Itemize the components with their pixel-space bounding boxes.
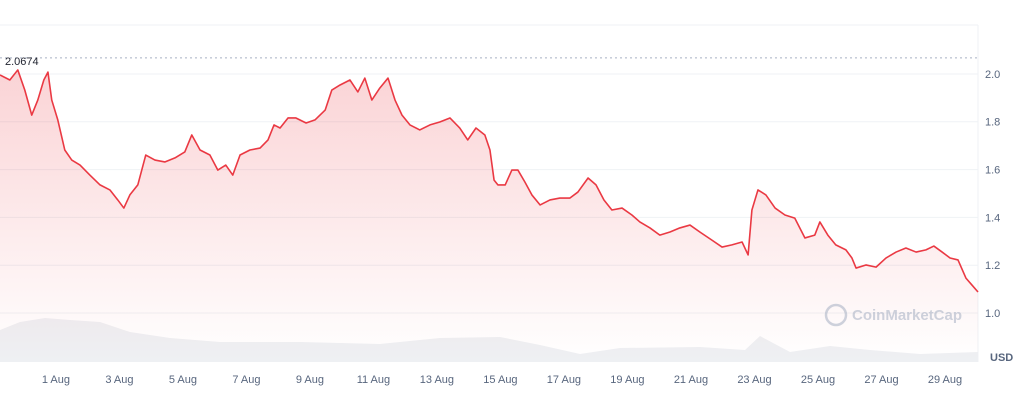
- watermark-logo: [824, 303, 848, 327]
- x-tick-label: 19 Aug: [610, 374, 644, 386]
- x-tick-label: 11 Aug: [357, 374, 390, 386]
- y-tick-label: 2.0: [985, 69, 1000, 81]
- y-tick-label: 1.4: [985, 212, 1000, 224]
- price-area: [0, 69, 978, 361]
- y-tick-label: 1.6: [985, 165, 1000, 177]
- x-tick-label: 3 Aug: [105, 374, 133, 386]
- y-tick-label: 1.8: [985, 117, 1000, 129]
- x-tick-label: 21 Aug: [674, 374, 708, 386]
- x-tick-label: 27 Aug: [864, 374, 898, 386]
- x-tick-label: 29 Aug: [928, 374, 962, 386]
- x-tick-label: 17 Aug: [547, 374, 581, 386]
- x-tick-label: 15 Aug: [483, 374, 517, 386]
- x-tick-label: 23 Aug: [737, 374, 771, 386]
- x-tick-label: 1 Aug: [42, 374, 70, 386]
- x-tick-label: 7 Aug: [232, 374, 260, 386]
- watermark-text: CoinMarketCap: [852, 307, 962, 324]
- x-tick-label: 9 Aug: [296, 374, 324, 386]
- price-line: [0, 69, 979, 293]
- y-tick-label: 1.0: [985, 308, 1000, 320]
- watermark: CoinMarketCap: [824, 303, 962, 327]
- currency-label: USD: [990, 352, 1013, 364]
- max-label: 2.0674: [5, 56, 39, 68]
- y-tick-label: 1.2: [985, 260, 1000, 272]
- x-tick-label: 13 Aug: [420, 374, 454, 386]
- x-tick-label: 5 Aug: [169, 374, 197, 386]
- plot: [0, 57, 979, 361]
- x-tick-label: 25 Aug: [801, 374, 835, 386]
